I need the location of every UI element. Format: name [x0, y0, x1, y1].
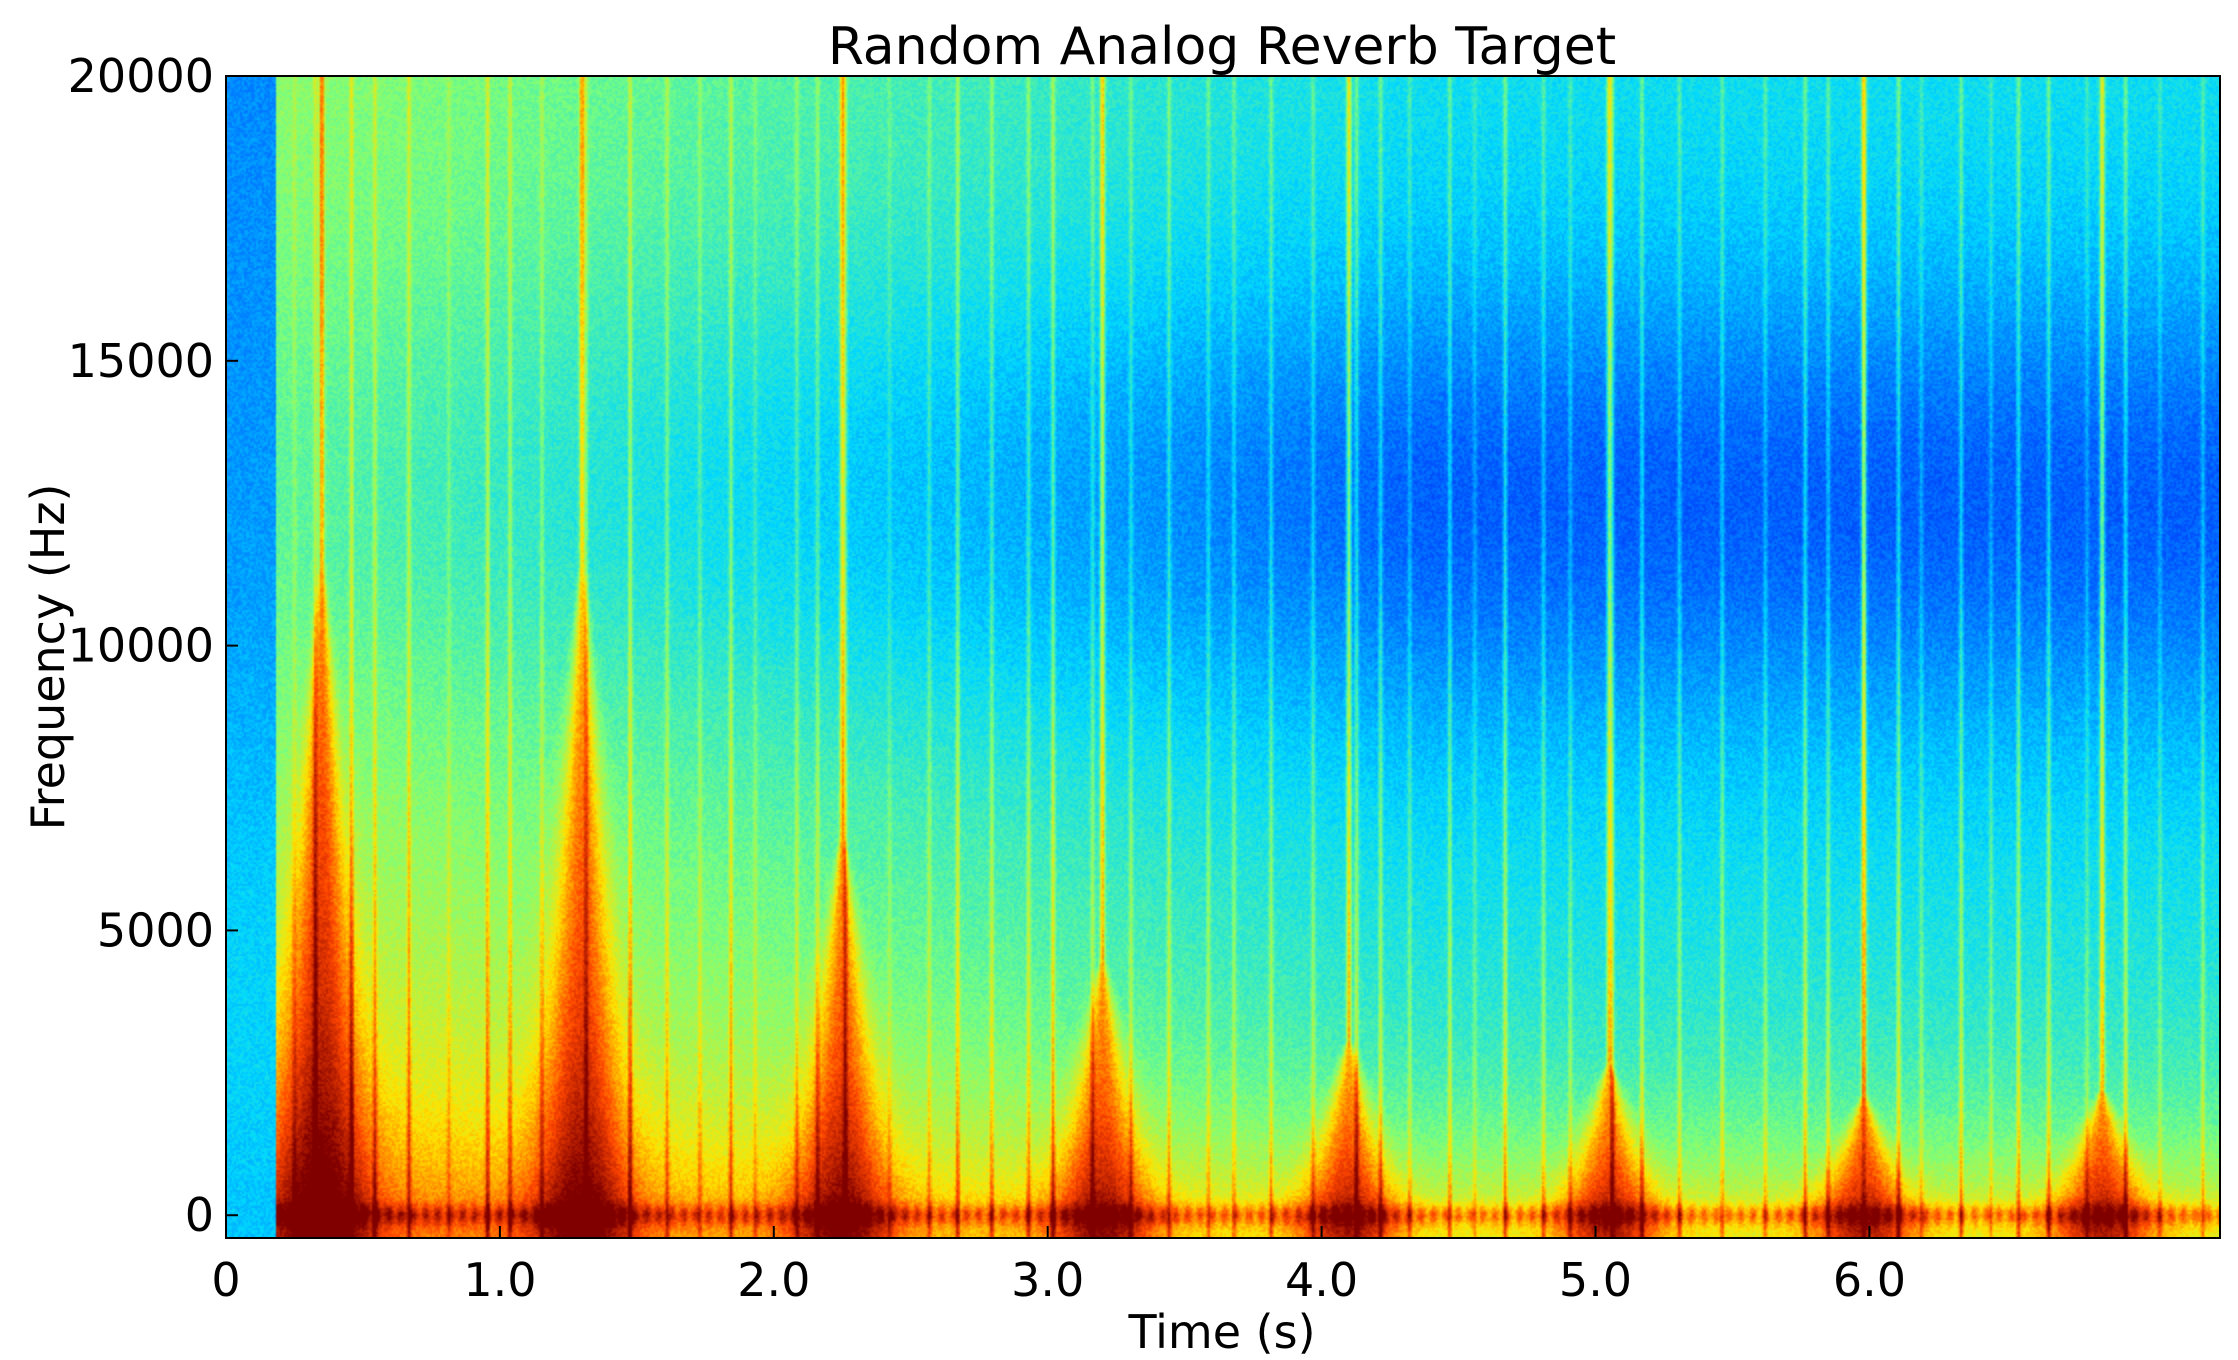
x-tick-label: 0: [211, 1253, 240, 1307]
y-tick-label: 20000: [68, 49, 214, 103]
y-tick-label: 5000: [97, 903, 214, 957]
y-tick-label: 15000: [68, 334, 214, 388]
plot-frame: [225, 75, 2221, 1239]
x-tick-label: 1.0: [463, 1253, 536, 1307]
y-axis: 0 5000 10000 15000 20000: [68, 49, 238, 1242]
spectrogram-image: [226, 76, 2220, 1238]
y-axis-label: Frequency (Hz): [21, 484, 75, 831]
y-tick-label: 0: [185, 1188, 214, 1242]
plot-area: [225, 75, 2221, 1239]
x-tick-label: 5.0: [1559, 1253, 1632, 1307]
chart-title: Random Analog Reverb Target: [828, 17, 1616, 77]
x-tick-label: 6.0: [1833, 1253, 1906, 1307]
x-tick-label: 4.0: [1285, 1253, 1358, 1307]
x-tick-label: 2.0: [737, 1253, 810, 1307]
y-tick-label: 10000: [68, 619, 214, 673]
x-axis: 0 1.0 2.0 3.0 4.0 5.0 6.0: [211, 1226, 1906, 1307]
x-axis-label: Time (s): [1127, 1305, 1315, 1359]
x-tick-label: 3.0: [1011, 1253, 1084, 1307]
